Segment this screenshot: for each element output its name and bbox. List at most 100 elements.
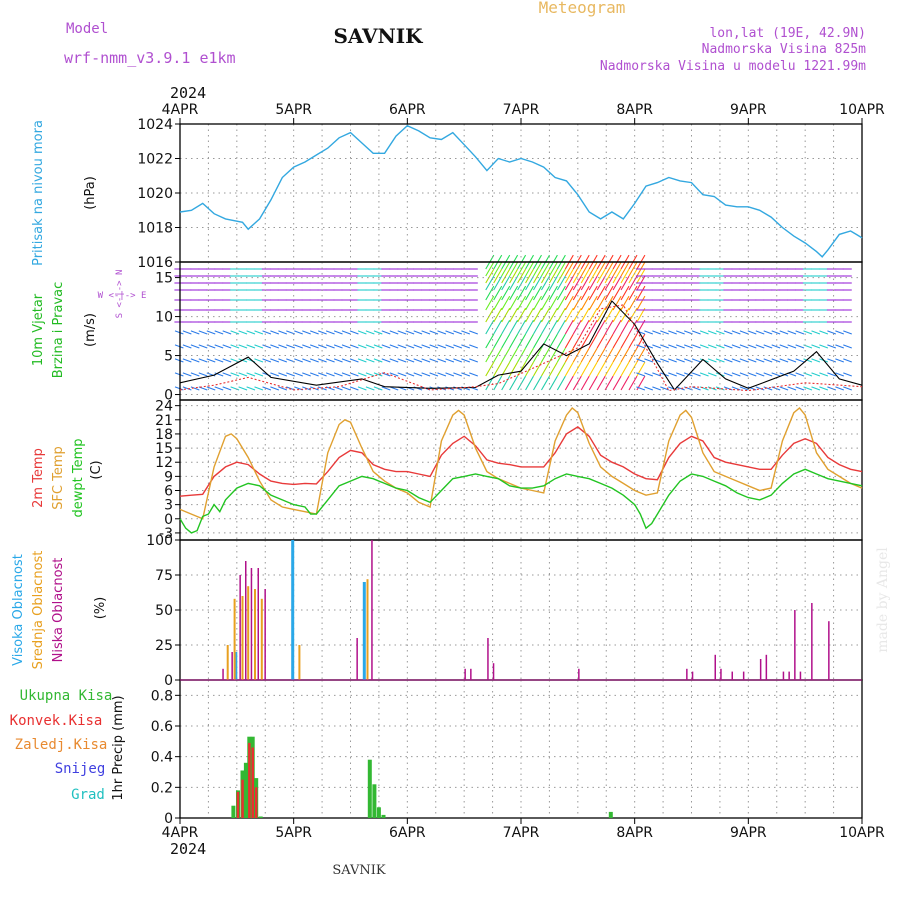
ytick-label-temp: 12	[155, 455, 173, 471]
wind-barb	[517, 347, 527, 363]
wind-barb	[501, 261, 511, 277]
wind-barb	[333, 330, 343, 335]
wind-barb	[493, 261, 503, 277]
wind-barb	[763, 330, 773, 335]
wind-barb	[222, 344, 232, 349]
wind-barb	[349, 372, 359, 377]
ytick-label-temp: 21	[155, 413, 173, 429]
wind-barb	[421, 372, 431, 377]
wind-barb	[453, 358, 463, 363]
wind-barb	[254, 358, 264, 363]
wind-barb	[310, 344, 319, 349]
wind-barb	[485, 333, 495, 349]
wind-barb	[294, 330, 303, 335]
model-label: Model	[66, 21, 108, 37]
wind-barb	[644, 344, 654, 349]
wind-barb	[604, 319, 614, 335]
wind-barb	[190, 344, 200, 349]
xtick-label-bottom: 9APR	[730, 825, 767, 841]
wind-barb	[795, 372, 805, 377]
ytick-label-temp: 3	[164, 498, 173, 514]
wind-barb	[691, 386, 701, 391]
wind-barb	[270, 358, 280, 363]
wind-barb	[596, 268, 606, 284]
wind-barb	[214, 344, 224, 349]
bar-cloud-1	[226, 645, 229, 680]
wind-barb	[715, 330, 725, 335]
wind-barb	[461, 344, 471, 349]
wind-barb	[636, 358, 646, 363]
wind-barb	[469, 358, 478, 363]
ytick-label-pressure: 1018	[137, 221, 173, 237]
wind-barb	[501, 307, 511, 323]
bar-cloud-2	[464, 668, 466, 680]
wind-barb	[365, 344, 375, 349]
bar-precip-0	[376, 807, 381, 818]
bar-cloud-1	[233, 598, 236, 680]
wind-barb	[437, 372, 447, 377]
xtick-label-bottom: 7APR	[503, 825, 540, 841]
wind-barb	[731, 358, 741, 363]
wind-barb	[771, 358, 781, 363]
wind-barb	[174, 386, 184, 391]
wind-barb	[548, 275, 558, 291]
wind-barb	[548, 319, 558, 335]
wind-barb	[803, 358, 813, 363]
wind-barb	[533, 268, 542, 284]
wind-barb	[517, 375, 527, 391]
wind-barb	[564, 275, 574, 291]
wind-barb	[572, 295, 582, 311]
bar-cloud-2	[264, 589, 266, 680]
bar-precip-0	[367, 759, 372, 818]
wind-barb	[580, 285, 590, 301]
wind-barb	[691, 372, 701, 377]
wind-barb	[564, 319, 574, 335]
xtick-label-bottom: 5APR	[275, 825, 312, 841]
wind-barb	[636, 372, 646, 377]
wind-barb	[795, 386, 805, 391]
bar-cloud-2	[371, 540, 373, 680]
wind-barb	[517, 268, 527, 284]
wind-barb	[676, 358, 685, 363]
bar-precip-1	[236, 791, 240, 818]
wind-barb	[548, 333, 558, 349]
wind-barb	[493, 333, 503, 349]
wind-barb	[174, 372, 184, 377]
wind-barb	[453, 372, 463, 377]
wind-barb	[556, 307, 566, 323]
wind-barb	[182, 330, 192, 335]
wind-barb	[620, 261, 630, 277]
wind-barb	[429, 358, 439, 363]
wind-barb	[556, 375, 566, 391]
bar-cloud-2	[720, 668, 722, 680]
wind-barb	[668, 372, 677, 377]
wind-barb	[198, 330, 208, 335]
wind-barb	[612, 268, 622, 284]
wind-barb	[747, 330, 757, 335]
wind-barb	[580, 295, 590, 311]
wind-barb	[278, 358, 288, 363]
wind-barb	[628, 375, 638, 391]
wind-barb	[588, 307, 598, 323]
wind-barb	[771, 344, 781, 349]
wind-barb	[493, 361, 503, 377]
wind-barb	[310, 358, 319, 363]
ytick-label-temp: 18	[155, 427, 173, 443]
wind-barb	[485, 275, 495, 291]
wind-barb	[580, 375, 590, 391]
wind-barb	[843, 330, 852, 335]
wind-barb	[381, 344, 391, 349]
wind-barb	[509, 361, 519, 377]
wind-barb	[596, 333, 606, 349]
wind-barb	[763, 358, 773, 363]
precip-label-snow: Snijeg	[55, 761, 106, 777]
wind-barb	[556, 275, 566, 291]
wind-barb	[628, 333, 638, 349]
pressure-label: Pritisak na nivou mora	[31, 120, 46, 266]
wind-barb	[779, 344, 789, 349]
wind-barb	[493, 375, 503, 391]
bar-cloud-2	[794, 610, 796, 680]
wind-barb	[389, 358, 399, 363]
wind-barb	[246, 386, 256, 391]
wind-barb	[485, 268, 495, 284]
